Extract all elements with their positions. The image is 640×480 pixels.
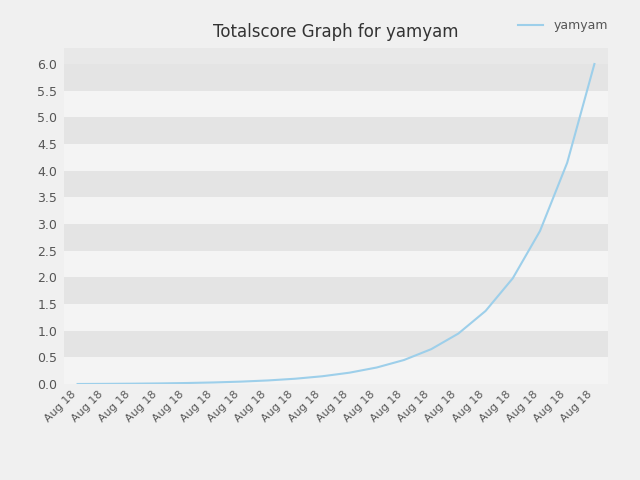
- Bar: [64, 91, 608, 117]
- yamyam: [319, 373, 326, 379]
- yamyam: [509, 276, 516, 281]
- yamyam: [101, 381, 109, 387]
- yamyam: [563, 160, 571, 166]
- yamyam: [74, 381, 81, 387]
- yamyam: [400, 357, 408, 363]
- Bar: [64, 251, 608, 277]
- yamyam: [210, 380, 218, 385]
- yamyam: [156, 381, 163, 386]
- Bar: [64, 304, 608, 331]
- yamyam: [264, 378, 272, 384]
- yamyam: [482, 308, 490, 314]
- yamyam: [128, 381, 136, 386]
- Bar: [64, 144, 608, 171]
- Title: Totalscore Graph for yamyam: Totalscore Graph for yamyam: [213, 23, 459, 41]
- Bar: [64, 197, 608, 224]
- yamyam: [428, 346, 435, 352]
- Legend: yamyam: yamyam: [513, 14, 612, 37]
- yamyam: [237, 379, 244, 384]
- Bar: [64, 277, 608, 304]
- yamyam: [591, 61, 598, 67]
- Bar: [64, 331, 608, 357]
- yamyam: [182, 380, 190, 386]
- Bar: [64, 171, 608, 197]
- yamyam: [536, 228, 544, 234]
- yamyam: [291, 376, 299, 382]
- Bar: [64, 224, 608, 251]
- Bar: [64, 117, 608, 144]
- yamyam: [373, 365, 381, 371]
- Line: yamyam: yamyam: [77, 64, 595, 384]
- yamyam: [346, 370, 353, 375]
- Bar: [64, 357, 608, 384]
- yamyam: [454, 331, 462, 336]
- Bar: [64, 64, 608, 91]
